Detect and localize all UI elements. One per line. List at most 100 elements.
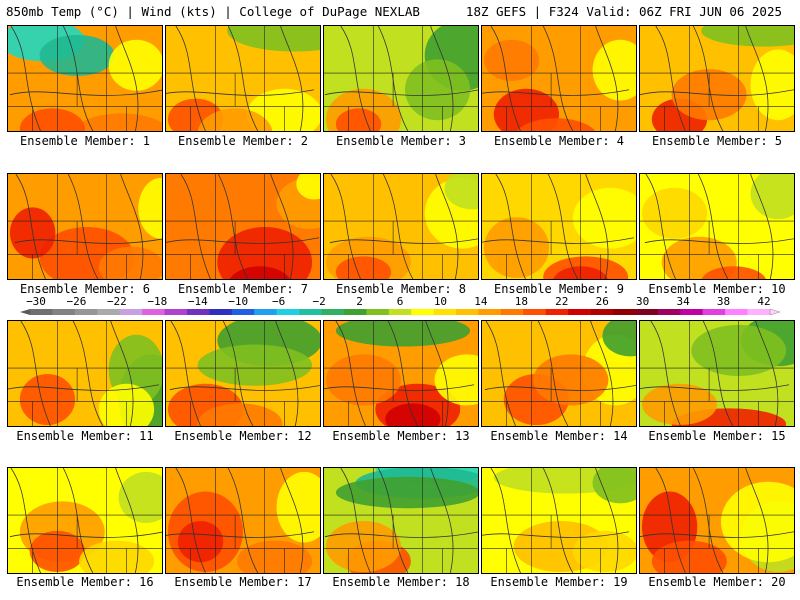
colorbar-segment (590, 309, 614, 315)
temperature-map (482, 468, 636, 573)
height-contour (430, 26, 454, 131)
height-contour (745, 468, 769, 573)
colorbar-tick-label: 22 (555, 295, 569, 308)
temperature-map (482, 321, 636, 426)
ensemble-member-label: Ensemble Member: 6 (19, 282, 151, 296)
colorbar-segment (478, 309, 502, 315)
colorbar-segment (635, 309, 659, 315)
height-contour (335, 321, 366, 426)
height-contour (324, 384, 475, 391)
colorbar-tick-label: 2 (356, 295, 363, 308)
ensemble-member-label: Ensemble Member: 1 (19, 134, 151, 148)
height-contour (340, 468, 371, 573)
temperature-shading (227, 26, 320, 52)
ensemble-panel-4 (481, 25, 637, 132)
height-contour (482, 237, 635, 244)
ensemble-panel-17 (165, 467, 321, 574)
temperature-shading (197, 403, 283, 426)
height-contour (640, 531, 794, 538)
colorbar-segment (545, 309, 569, 315)
height-contour (537, 321, 569, 426)
ensemble-member-label: Ensemble Member: 13 (332, 429, 470, 443)
height-contour (692, 26, 724, 131)
height-contour (640, 89, 794, 96)
colorbar-tick-label: 18 (514, 295, 528, 308)
height-contour (15, 174, 46, 279)
height-contour (166, 531, 315, 538)
height-contour (217, 174, 249, 279)
height-contour (482, 89, 630, 96)
temperature-shading (19, 108, 85, 131)
colorbar-segment (164, 309, 188, 315)
height-contour (67, 174, 99, 279)
colorbar-segment (613, 309, 636, 315)
temperature-shading (404, 59, 471, 121)
temperature-map (482, 26, 636, 131)
colorbar-tick-label: 14 (474, 295, 488, 308)
colorbar-segment (52, 309, 76, 315)
temperature-shading (516, 118, 596, 131)
colorbar-segment (523, 309, 547, 315)
temperature-shading (533, 354, 609, 406)
colorbar-segment (500, 309, 524, 315)
map-title: 850mb Temp (°C) | Wind (kts) | College o… (6, 4, 420, 19)
temperature-shading (108, 39, 162, 91)
colorbar-tick-label: 38 (716, 295, 731, 308)
temperature-map (640, 26, 794, 131)
temperature-map (166, 26, 320, 131)
ensemble-panel-7 (165, 173, 321, 280)
height-contour (490, 26, 521, 131)
temperature-map (8, 321, 162, 426)
colorbar-segment (702, 309, 726, 315)
colorbar-segment (231, 309, 255, 315)
colorbar-tick-label: 26 (595, 295, 609, 308)
height-contour (180, 174, 211, 279)
colorbar-tick-label: 34 (676, 295, 690, 308)
temperature-shading (335, 256, 392, 279)
height-contour (62, 468, 94, 573)
colorbar-right-arrow (769, 308, 781, 316)
height-contour (377, 468, 409, 573)
height-contour (425, 321, 449, 426)
temperature-shading (750, 174, 794, 220)
height-contour (166, 237, 320, 244)
height-contour (387, 321, 419, 426)
colorbar-segment (254, 309, 277, 315)
temperature-shading (335, 108, 382, 131)
height-contour (484, 384, 636, 391)
height-contour (750, 174, 774, 279)
colorbar-segment (186, 309, 210, 315)
ensemble-member-label: Ensemble Member: 9 (493, 282, 625, 296)
height-contour (490, 468, 521, 573)
height-contour (329, 238, 478, 244)
height-contour (14, 238, 162, 244)
height-contour (170, 321, 201, 426)
height-contour (590, 321, 614, 426)
ensemble-member-label: Ensemble Member: 17 (174, 575, 312, 589)
height-contour (166, 89, 315, 96)
temperature-shading (592, 39, 636, 101)
colorbar-tick-label: 30 (636, 295, 650, 308)
colorbar-segment (725, 309, 748, 315)
colorbar-segment (680, 309, 704, 315)
ensemble-panel-1 (7, 25, 163, 132)
height-contour (115, 468, 139, 573)
height-contour (585, 174, 609, 279)
colorbar-segment (142, 309, 165, 315)
ensemble-panel-12 (165, 320, 321, 427)
height-contour (115, 26, 139, 131)
temperature-map (166, 174, 320, 279)
colorbar-segment (433, 309, 457, 315)
ensemble-member-label: Ensemble Member: 14 (490, 429, 628, 443)
ensemble-panel-10 (639, 173, 795, 280)
temperature-shading (434, 354, 478, 406)
colorbar-tick-label: −14 (187, 295, 208, 308)
height-contour (330, 174, 361, 279)
colorbar-segment (119, 309, 143, 315)
colorbar-tick-label: 10 (433, 295, 448, 308)
height-contour (382, 174, 414, 279)
height-contour (697, 174, 729, 279)
temperature-shading (296, 174, 320, 200)
height-contour (324, 531, 478, 538)
ensemble-panel-16 (7, 467, 163, 574)
